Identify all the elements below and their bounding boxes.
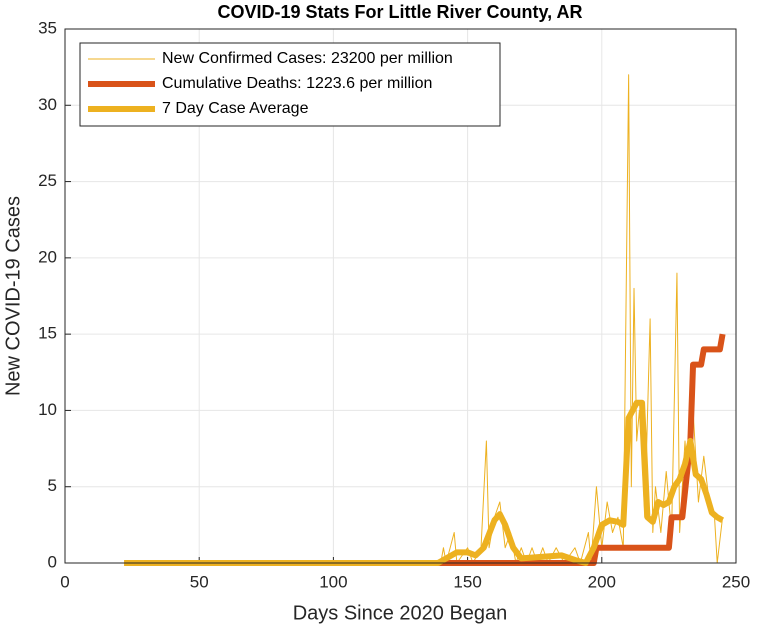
y-axis-label: New COVID-19 Cases (2, 196, 24, 396)
series-line (124, 74, 724, 564)
legend-label: New Confirmed Cases: 23200 per million (162, 50, 453, 67)
series-line (124, 399, 725, 566)
x-axis-label: Days Since 2020 Began (293, 602, 508, 624)
y-tick-label: 30 (38, 95, 57, 114)
legend-label: 7 Day Case Average (162, 100, 309, 117)
y-tick-label: 15 (38, 324, 57, 343)
y-tick-label: 20 (38, 247, 57, 266)
y-tick-label: 0 (48, 552, 57, 571)
x-tick-label: 50 (190, 572, 209, 591)
legend-label: Cumulative Deaths: 1223.6 per million (162, 75, 432, 92)
x-tick-label: 200 (588, 572, 616, 591)
x-tick-label: 250 (722, 572, 750, 591)
series-line (432, 333, 726, 566)
y-tick-label: 10 (38, 400, 57, 419)
y-tick-label: 5 (48, 476, 57, 495)
x-tick-label: 150 (453, 572, 481, 591)
x-tick-label: 100 (319, 572, 347, 591)
y-tick-label: 25 (38, 171, 57, 190)
axes-box (64, 28, 737, 564)
x-tick-label: 0 (60, 572, 69, 591)
legend: New Confirmed Cases: 23200 per million Cu… (79, 42, 501, 127)
y-tick-label: 35 (38, 18, 57, 37)
plot-area (124, 74, 726, 566)
chart-title: COVID-19 Stats For Little River County, … (217, 2, 582, 22)
